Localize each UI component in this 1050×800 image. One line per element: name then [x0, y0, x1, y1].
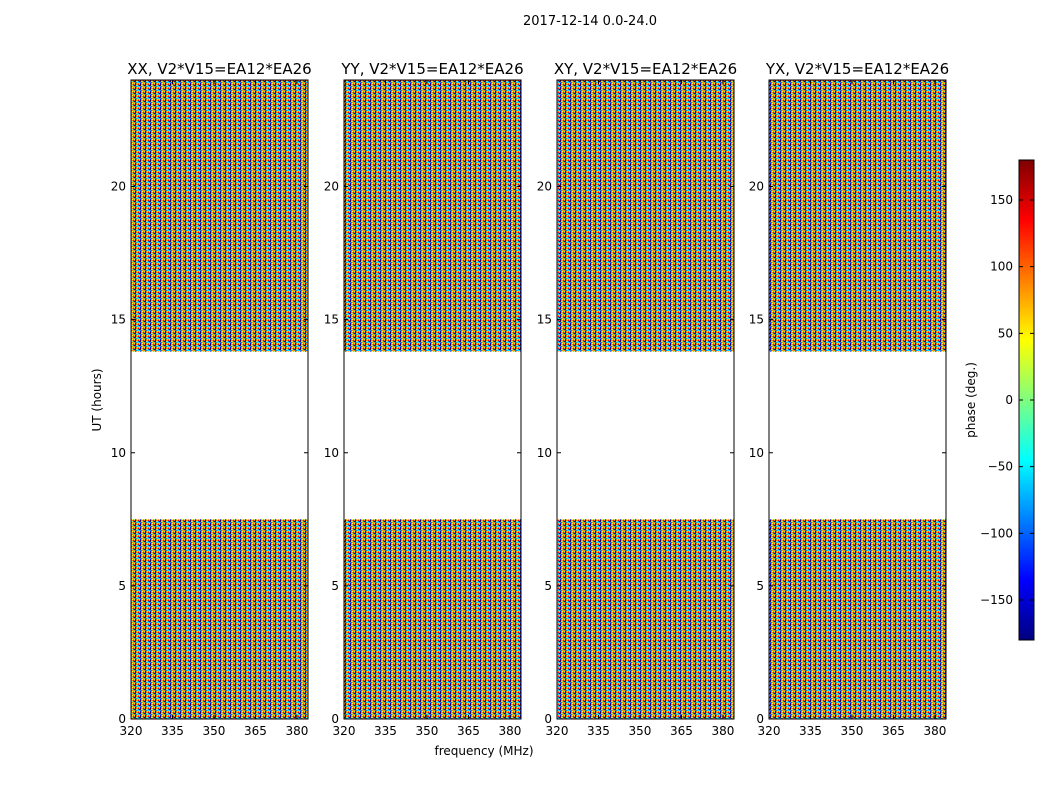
x-tick-label: 335 [799, 724, 822, 738]
y-tick-label: 20 [537, 180, 552, 194]
x-tick-label: 365 [457, 724, 480, 738]
x-tick-label: 380 [285, 724, 308, 738]
y-tick-label: 0 [756, 712, 764, 726]
axes-frame [556, 79, 735, 720]
panel-title: YX, V2*V15=EA12*EA26 [765, 60, 949, 78]
x-tick-label: 320 [546, 724, 569, 738]
y-tick-label: 15 [537, 313, 552, 327]
y-tick-label: 15 [111, 313, 126, 327]
phase-data-block [344, 519, 521, 719]
panel-title: XX, V2*V15=EA12*EA26 [127, 60, 311, 78]
phase-data-block [557, 80, 734, 352]
x-tick-label: 335 [587, 724, 610, 738]
axes-frame [343, 79, 522, 720]
phase-data-block [131, 80, 308, 352]
phase-data-block [769, 519, 946, 719]
y-tick-label: 20 [111, 180, 126, 194]
x-tick-label: 365 [244, 724, 267, 738]
axes-frame [768, 79, 947, 720]
x-tick-label: 380 [923, 724, 946, 738]
y-tick-label: 0 [331, 712, 339, 726]
y-tick-label: 5 [118, 579, 126, 593]
x-tick-label: 335 [161, 724, 184, 738]
phase-data-block [769, 80, 946, 352]
y-axis-label: UT (hours) [90, 368, 104, 431]
y-tick-label: 10 [111, 446, 126, 460]
axes-frame [130, 79, 309, 720]
x-tick-label: 380 [498, 724, 521, 738]
panel-xy: XY, V2*V15=EA12*EA26 320 335 350 365 380 0 5 10 1… [537, 60, 737, 738]
phase-data-block [344, 80, 521, 352]
x-tick-label: 365 [670, 724, 693, 738]
colorbar-tick-label: −150 [980, 593, 1013, 607]
colorbar-tick-label: 0 [1005, 393, 1013, 407]
y-tick-label: 20 [324, 180, 339, 194]
colorbar-tick-label: −100 [980, 526, 1013, 540]
x-tick-label: 350 [629, 724, 652, 738]
y-tick-label: 20 [749, 180, 764, 194]
y-tick-label: 5 [756, 579, 764, 593]
colorbar-tick-label: 150 [990, 193, 1013, 207]
x-tick-label: 335 [374, 724, 397, 738]
x-tick-label: 320 [120, 724, 143, 738]
panel-yy: YY, V2*V15=EA12*EA26 320 335 350 365 380 0 5 10 1… [324, 60, 524, 738]
panel-title: XY, V2*V15=EA12*EA26 [554, 60, 737, 78]
phase-data-block [131, 519, 308, 719]
x-tick-label: 350 [841, 724, 864, 738]
colorbar-label: phase (deg.) [964, 362, 978, 438]
y-tick-label: 10 [324, 446, 339, 460]
y-tick-label: 5 [544, 579, 552, 593]
colorbar: −150 −100 −50 0 50 100 150 phase (deg.) [964, 159, 1035, 641]
panel-title: YY, V2*V15=EA12*EA26 [340, 60, 523, 78]
y-tick-label: 15 [749, 313, 764, 327]
x-tick-label: 380 [711, 724, 734, 738]
y-tick-label: 5 [331, 579, 339, 593]
figure-suptitle: 2017-12-14 0.0-24.0 [523, 14, 657, 29]
x-axis-label: frequency (MHz) [434, 744, 533, 758]
y-tick-label: 0 [118, 712, 126, 726]
panel-yx: YX, V2*V15=EA12*EA26 320 335 350 365 380 0 5 10 1… [749, 60, 949, 738]
colorbar-tick-label: −50 [988, 460, 1013, 474]
y-tick-label: 10 [537, 446, 552, 460]
y-tick-label: 10 [749, 446, 764, 460]
y-tick-label: 0 [544, 712, 552, 726]
phase-data-block [557, 519, 734, 719]
x-tick-label: 365 [882, 724, 905, 738]
colorbar-tick-label: 50 [998, 326, 1013, 340]
x-tick-label: 320 [333, 724, 356, 738]
colorbar-tick-label: 100 [990, 260, 1013, 274]
x-tick-label: 350 [416, 724, 439, 738]
y-tick-label: 15 [324, 313, 339, 327]
panel-xx: XX, V2*V15=EA12*EA26 320 335 350 365 380 0 5 10 1… [111, 60, 312, 738]
x-tick-label: 350 [203, 724, 226, 738]
x-tick-label: 320 [758, 724, 781, 738]
